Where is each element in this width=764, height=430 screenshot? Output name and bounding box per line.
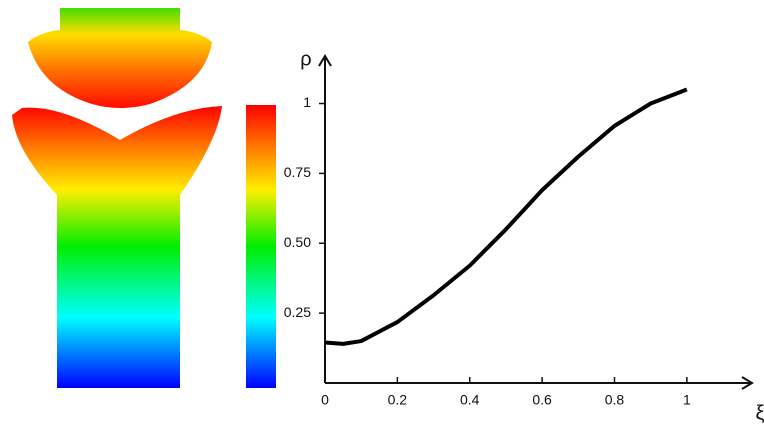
workpiece-shape: [12, 106, 222, 388]
y-axis-arrow: [318, 54, 332, 67]
x-tick-label: 0.4: [460, 392, 480, 408]
x-axis-title: ξ: [756, 402, 764, 424]
y-tick-label: 0.75: [284, 164, 311, 180]
punch-shape: [28, 8, 212, 108]
x-tick-label: 0.2: [388, 392, 408, 408]
x-tick-label: 1: [683, 392, 691, 408]
y-axis-title: ρ: [300, 48, 311, 70]
y-tick-label: 0.25: [284, 304, 311, 320]
x-axis-arrow: [741, 376, 754, 390]
y-tick-label: 1: [303, 94, 311, 110]
colorbar: [246, 105, 276, 388]
data-line: [324, 87, 688, 346]
x-tick-label: 0: [321, 392, 329, 408]
y-tick-label: 0.50: [284, 234, 311, 250]
x-tick-label: 0.6: [532, 392, 552, 408]
x-tick-label: 0.8: [605, 392, 625, 408]
